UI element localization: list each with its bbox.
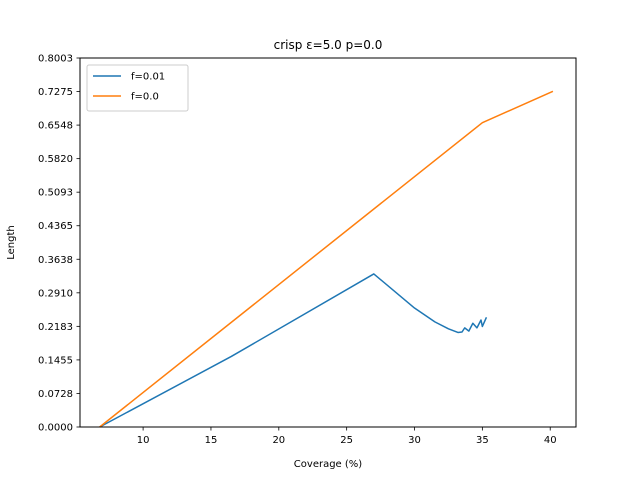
x-tick-label: 25 [340, 435, 353, 446]
x-tick-label: 30 [408, 435, 421, 446]
y-tick-label: 0.4365 [38, 221, 73, 232]
legend-label-2: f=0.0 [131, 92, 159, 103]
x-tick-label: 20 [272, 435, 285, 446]
series-line-1 [99, 273, 488, 428]
x-tick-label: 10 [137, 435, 150, 446]
y-tick-label: 0.2910 [38, 288, 73, 299]
series-line-2 [99, 90, 554, 428]
legend: f=0.01 f=0.0 [86, 64, 189, 112]
x-axis-label: Coverage (%) [294, 459, 362, 470]
y-tick-label: 0.5820 [38, 154, 73, 165]
y-tick-label: 0.0000 [38, 423, 73, 434]
plot-frame [79, 57, 577, 428]
y-tick-label: 0.0728 [38, 389, 73, 400]
y-tick-label: 0.1455 [38, 355, 73, 366]
x-axis: 10 15 20 25 30 35 40 [137, 427, 557, 446]
x-tick-label: 15 [205, 435, 218, 446]
legend-label-1: f=0.01 [131, 72, 165, 83]
y-tick-label: 0.6548 [38, 121, 73, 132]
y-tick-label: 0.7275 [38, 87, 73, 98]
chart-title: crisp ε=5.0 p=0.0 [274, 38, 383, 52]
y-tick-label: 0.3638 [38, 255, 73, 266]
y-axis-label: Length [6, 225, 17, 260]
x-tick-label: 40 [544, 435, 557, 446]
x-tick-label: 35 [476, 435, 489, 446]
y-tick-label: 0.8003 [38, 54, 73, 65]
series-layer [99, 90, 554, 428]
y-tick-label: 0.5093 [38, 188, 73, 199]
y-tick-label: 0.2183 [38, 322, 73, 333]
y-axis: 0.0000 0.0728 0.1455 0.2183 0.2910 0.3638 0.43… [38, 54, 80, 434]
